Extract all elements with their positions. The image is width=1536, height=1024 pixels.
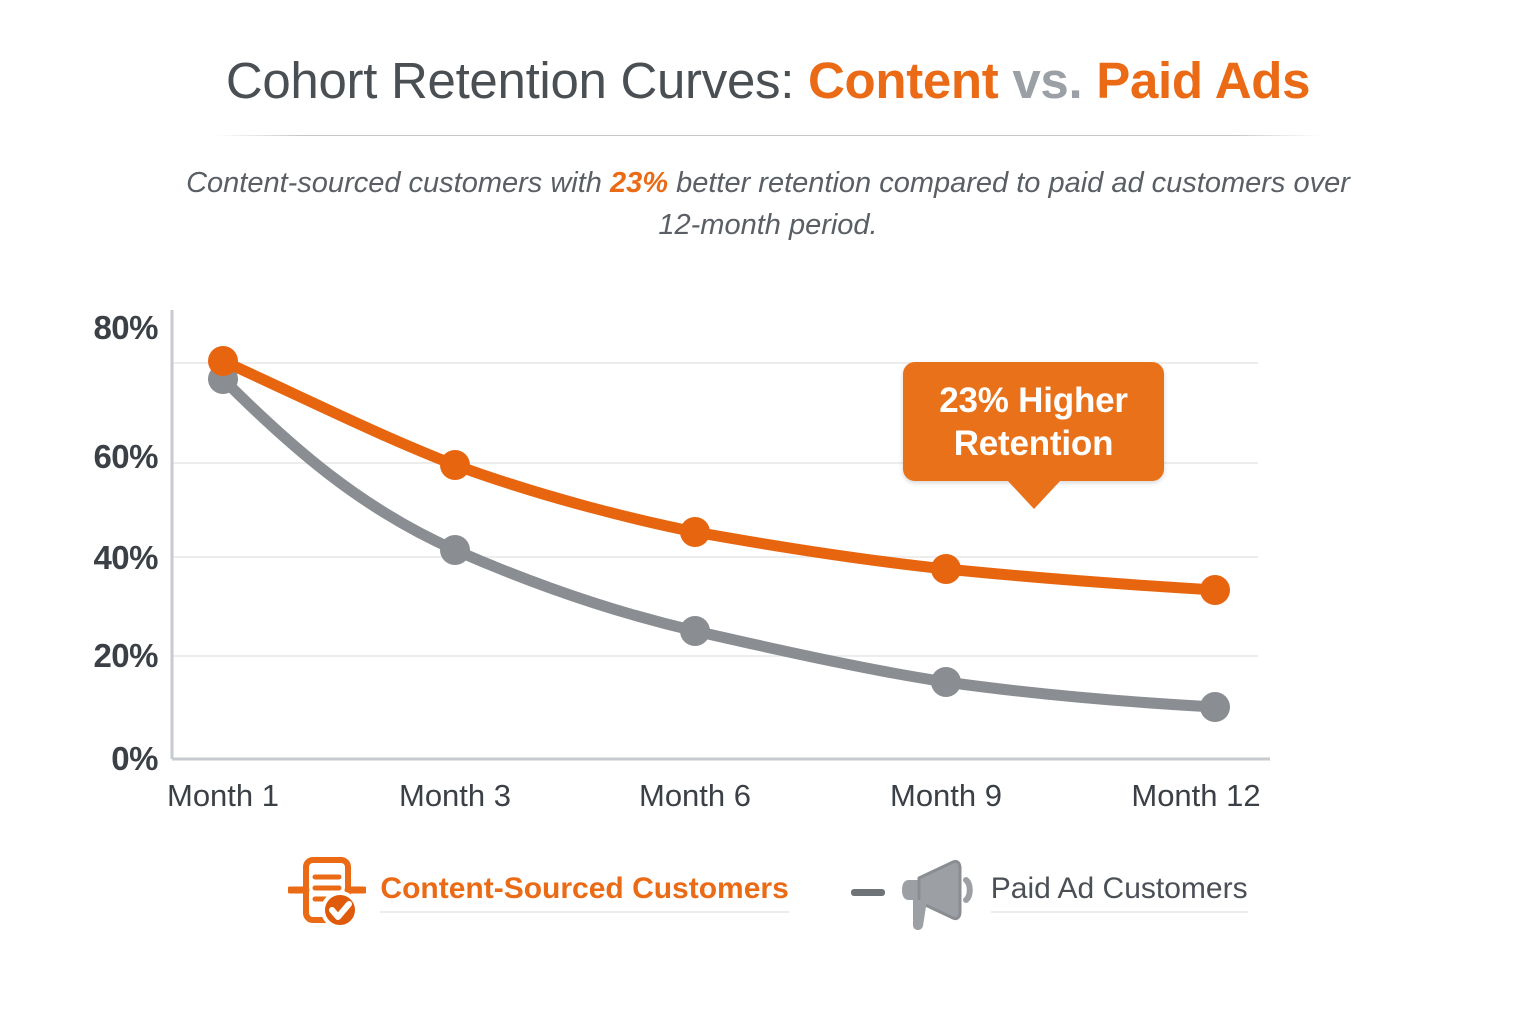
- legend-item-content-sourced-customers[interactable]: Content-Sourced Customers: [288, 852, 789, 932]
- title-accent-paid: Paid Ads: [1096, 52, 1311, 109]
- megaphone-icon: [901, 859, 973, 930]
- data-point-paid-month-9: [931, 667, 961, 697]
- axis-lines: [170, 310, 1270, 761]
- annotation-callout-text: 23% Higher Retention: [939, 381, 1128, 463]
- series-paid-ad-customers: [208, 364, 1230, 722]
- title-divider: [216, 134, 1320, 136]
- title-part-1: Cohort Retention Curves:: [225, 52, 808, 109]
- x-tick-month-3: Month 3: [398, 778, 512, 813]
- title-accent-content: Content: [807, 52, 999, 109]
- title-versus: vs.: [998, 52, 1097, 109]
- series-content-sourced-customers: [208, 346, 1230, 605]
- retention-line-chart: [170, 310, 1270, 761]
- x-tick-month-1: Month 1: [166, 778, 280, 813]
- annotation-callout: 23% Higher Retention: [903, 362, 1164, 510]
- data-point-content-month-3: [440, 450, 470, 480]
- y-tick-0: 0%: [111, 740, 158, 777]
- legend-item-paid-ad-customers[interactable]: Paid Ad Customers: [850, 852, 1248, 932]
- data-point-content-month-6: [680, 517, 710, 547]
- data-point-paid-month-3: [440, 535, 470, 565]
- data-point-paid-month-6: [680, 616, 710, 646]
- page-title: Cohort Retention Curves: Content vs. Pai…: [0, 52, 1536, 111]
- subtitle-after: better retention compared to paid ad cus…: [658, 166, 1350, 241]
- y-tick-40: 40%: [93, 539, 158, 576]
- x-tick-month-6: Month 6: [638, 778, 752, 813]
- legend-label-paid: Paid Ad Customers: [990, 872, 1248, 913]
- x-tick-month-12: Month 12: [1131, 778, 1261, 813]
- y-tick-20: 20%: [93, 637, 158, 674]
- chart-subtitle: Content-sourced customers with 23% bette…: [178, 162, 1358, 246]
- legend-dash-paid: [850, 888, 885, 896]
- subtitle-highlight: 23%: [609, 166, 669, 199]
- data-point-content-month-9: [931, 554, 961, 584]
- y-tick-60: 60%: [93, 438, 158, 475]
- chart-plot-area: 0% 20% 40% 60% 80%: [0, 286, 1536, 846]
- chart-header: Cohort Retention Curves: Content vs. Pai…: [0, 52, 1536, 246]
- document-check-icon: [288, 857, 367, 929]
- subtitle-before: Content-sourced customers with: [186, 166, 610, 199]
- legend-label-content: Content-Sourced Customers: [380, 872, 789, 913]
- data-point-content-month-12: [1200, 575, 1230, 605]
- data-point-paid-month-12: [1200, 692, 1230, 722]
- y-axis: 0% 20% 40% 60% 80%: [48, 286, 158, 846]
- x-tick-month-9: Month 9: [889, 778, 1003, 813]
- chart-legend: Content-Sourced Customers Paid Ad Custom…: [0, 852, 1536, 932]
- data-point-content-month-1: [208, 346, 238, 376]
- y-tick-80: 80%: [93, 309, 158, 346]
- annotation-callout-tail: [1006, 480, 1061, 510]
